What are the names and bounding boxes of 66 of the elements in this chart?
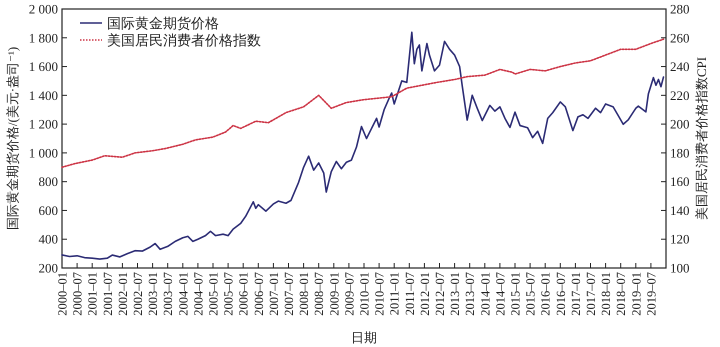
- x-tick-label: 2018–07: [614, 272, 628, 316]
- x-tick-label: 2011–07: [402, 272, 417, 316]
- y2-tick-label: 160: [670, 174, 690, 190]
- y2-tick-label: 200: [670, 116, 690, 132]
- x-tick-label: 2015–07: [524, 272, 538, 316]
- x-tick-label: 2009–07: [342, 272, 356, 316]
- x-tick-label: 2008–01: [297, 272, 312, 316]
- y2-axis-title: 美国居民消费者价格指数CPI: [694, 56, 709, 220]
- y-tick-label: 1 400: [28, 88, 58, 103]
- x-tick-label: 2001–07: [100, 272, 115, 316]
- x-tick-label: 2001–01: [86, 272, 100, 316]
- x-tick-label: 2018–01: [599, 272, 614, 316]
- x-tick-label: 2010–01: [358, 272, 372, 316]
- x-tick-label: 2017–07: [584, 272, 598, 316]
- x-axis-title: 日期: [351, 330, 377, 345]
- legend-label: 美国居民消费者价格指数: [107, 33, 261, 49]
- legend-label: 国际黄金期货价格: [107, 16, 219, 32]
- x-tick-label: 2009–01: [327, 272, 342, 316]
- x-tick-label: 2012–01: [418, 272, 432, 316]
- x-tick-label: 2019–07: [644, 272, 658, 316]
- x-tick-label: 2006–07: [252, 272, 266, 316]
- y2-tick-label: 140: [670, 202, 690, 218]
- y-tick-label: 1 800: [28, 30, 58, 46]
- x-tick-label: 2002–07: [131, 272, 145, 316]
- x-tick-label: 2004–01: [176, 272, 190, 316]
- x-tick-label: 2016–01: [538, 272, 553, 316]
- y-tick-label: 600: [38, 202, 58, 218]
- x-tick-label: 2011–01: [388, 272, 402, 316]
- x-tick-label: 2005–01: [206, 272, 220, 316]
- x-tick-label: 2010–07: [372, 272, 387, 316]
- x-tick-label: 2014–07: [493, 272, 508, 316]
- y2-tick-label: 240: [670, 59, 690, 74]
- y2-tick-label: 120: [670, 232, 690, 247]
- x-tick-label: 2003–07: [161, 272, 176, 316]
- y2-tick-label: 220: [670, 88, 690, 103]
- x-tick-label: 2002–01: [116, 272, 130, 316]
- x-tick-label: 2013–07: [463, 272, 478, 316]
- x-tick-label: 2017–01: [568, 272, 583, 316]
- x-tick-label: 2012–07: [433, 272, 447, 316]
- x-tick-label: 2008–07: [312, 272, 326, 316]
- x-tick-label: 2019–01: [629, 272, 644, 316]
- y-axis-title: 国际黄金期货价格/(美元·盎司⁻¹): [5, 46, 20, 230]
- x-tick-label: 2016–07: [554, 272, 568, 316]
- x-tick-label: 2015–01: [508, 272, 522, 316]
- y2-tick-label: 280: [670, 2, 690, 16]
- y-tick-label: 400: [38, 232, 58, 247]
- y-tick-label: 800: [38, 174, 58, 190]
- x-tick-label: 2007–07: [282, 272, 296, 316]
- x-tick-label: 2000–07: [70, 272, 85, 316]
- y-tick-label: 1 200: [28, 116, 58, 132]
- y2-tick-label: 260: [670, 30, 690, 46]
- line-series: [61, 32, 664, 260]
- x-tick-label: 2007–01: [266, 272, 281, 316]
- x-tick-label: 2013–01: [448, 272, 462, 316]
- x-tick-label: 2006–01: [236, 272, 251, 316]
- x-tick-label: 2004–07: [191, 272, 206, 316]
- y-tick-label: 200: [38, 260, 58, 276]
- y-tick-label: 1 600: [28, 59, 58, 74]
- y2-tick-label: 180: [670, 145, 690, 160]
- x-tick-label: 2003–01: [146, 272, 160, 316]
- x-tick-label: 2005–07: [222, 272, 236, 316]
- x-tick-label: 2000–01: [56, 272, 70, 316]
- y-tick-label: 2 000: [28, 2, 58, 16]
- y2-tick-label: 100: [670, 260, 690, 276]
- y-tick-label: 1 000: [28, 145, 58, 160]
- x-tick-label: 2014–01: [478, 272, 492, 316]
